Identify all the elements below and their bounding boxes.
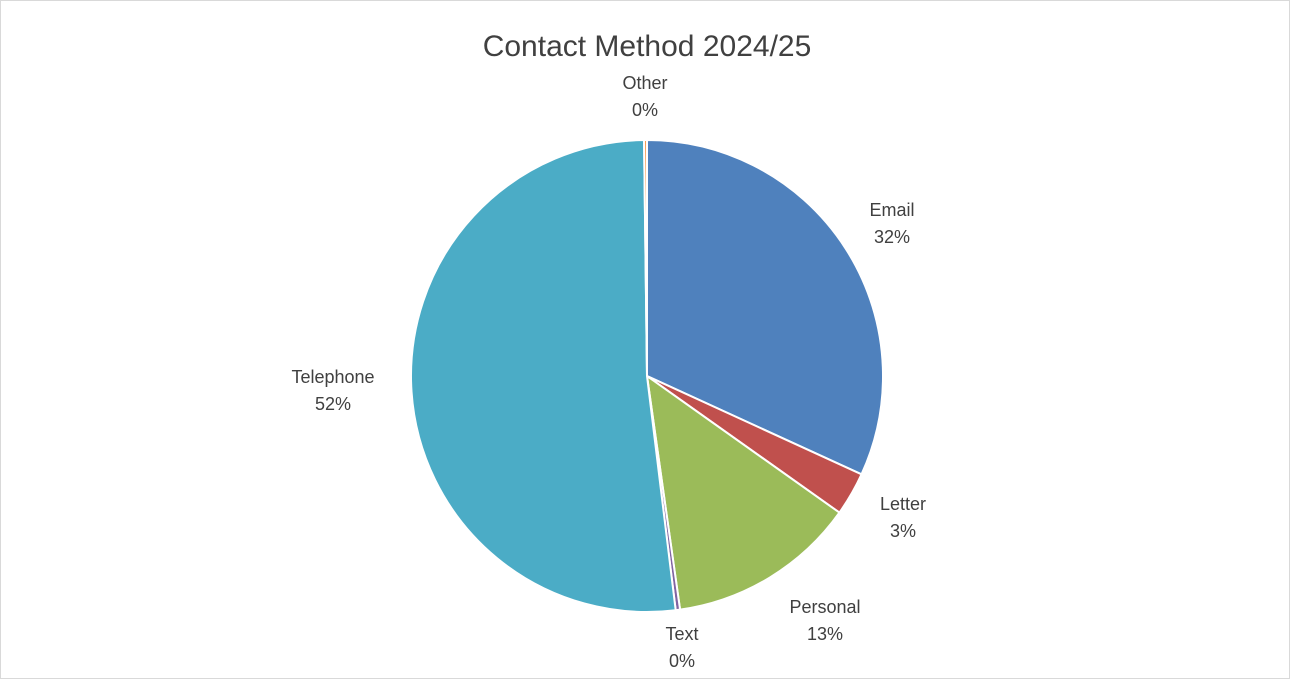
chart-title: Contact Method 2024/25 <box>483 30 812 63</box>
slice-label: Email <box>869 200 914 220</box>
slice-value-label: 52% <box>315 394 351 414</box>
slice-value-label: 0% <box>632 100 658 120</box>
pie-slice <box>410 139 677 613</box>
pie-slice <box>643 138 648 377</box>
slice-label: Text <box>665 624 698 644</box>
slice-value-label: 13% <box>807 624 843 644</box>
pie-slice <box>645 373 841 611</box>
slice-label: Telephone <box>291 367 374 387</box>
slice-value-label: 0% <box>669 651 695 671</box>
slice-label: Personal <box>789 597 860 617</box>
slice-value-label: 3% <box>890 521 916 541</box>
pie-slice <box>646 138 884 476</box>
slice-label: Other <box>622 73 667 93</box>
slice-label: Letter <box>880 494 926 514</box>
slice-value-label: 32% <box>874 227 910 247</box>
